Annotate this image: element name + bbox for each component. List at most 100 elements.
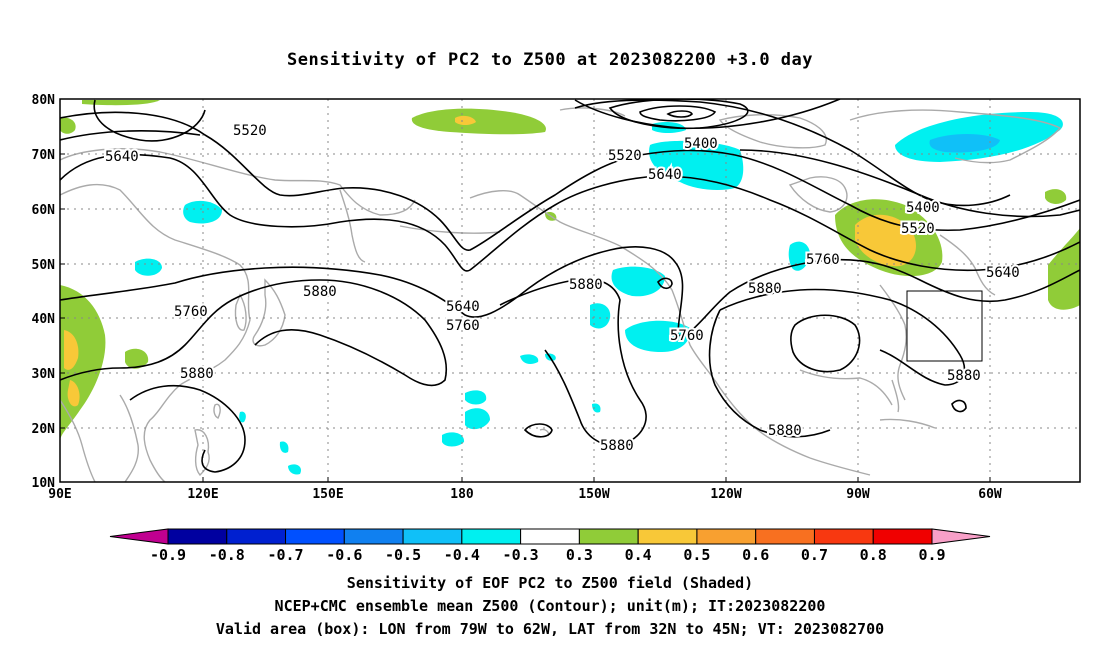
shade-positive <box>455 115 476 125</box>
colorbar-label: 0.8 <box>860 546 887 564</box>
shade-negative <box>520 354 539 364</box>
colorbar-swatch <box>461 528 522 545</box>
coastline-asia-north <box>60 148 416 216</box>
valid-area-box <box>906 290 983 362</box>
contour-label: 5880 <box>600 438 634 454</box>
shade-positive <box>855 214 916 267</box>
plot-frame <box>59 98 1081 483</box>
contour-5880-c <box>719 288 966 386</box>
colorbar-arrow-low <box>109 528 169 545</box>
shade-negative <box>611 266 665 297</box>
shade-positive <box>82 100 160 106</box>
contour-label: 5880 <box>748 281 782 297</box>
coastline-asia <box>60 183 251 482</box>
colorbar-swatch <box>872 528 933 545</box>
colorbar-label: -0.3 <box>503 546 539 564</box>
coastline-labrador <box>939 234 996 296</box>
coastline-india <box>60 399 96 482</box>
colorbar-label: -0.4 <box>444 546 480 564</box>
contour-5760 <box>60 246 1080 337</box>
contour-label: 5640 <box>986 265 1020 281</box>
colorbar-label: -0.8 <box>209 546 245 564</box>
colorbar-swatch <box>285 528 345 545</box>
colorbar-label: 0.9 <box>918 546 945 564</box>
lat-label: 10N <box>32 476 56 491</box>
contour-5880 <box>60 279 448 387</box>
caption-line-2: NCEP+CMC ensemble mean Z500 (Contour); u… <box>274 597 826 615</box>
contour-5760-loop <box>657 277 673 290</box>
colorbar-swatch <box>520 528 580 545</box>
coastline-gulf <box>799 369 893 406</box>
colorbar-arrow-high <box>931 528 991 545</box>
contour-label: 5880 <box>768 423 802 439</box>
shade-negative <box>442 432 465 447</box>
shade-positive <box>1048 228 1080 310</box>
contour-label: 5880 <box>180 366 214 382</box>
colorbar-label: -0.9 <box>150 546 186 564</box>
contour-label: 5400 <box>684 136 718 152</box>
contour-5640 <box>60 153 1080 272</box>
lon-label: 150E <box>312 487 343 502</box>
shade-negative <box>592 403 601 413</box>
colorbar-swatch <box>167 528 228 545</box>
colorbar-swatch <box>578 528 639 545</box>
coastline-na-east <box>879 284 907 401</box>
lon-label: 90W <box>846 487 870 502</box>
colorbar-label: -0.5 <box>385 546 421 564</box>
coastline-kamchatka <box>339 189 366 263</box>
contour-label: 5520 <box>901 221 935 237</box>
lat-label: 50N <box>32 258 56 273</box>
lon-label: 180 <box>450 487 474 502</box>
contour-5880-high <box>790 314 861 373</box>
coastline-indochina <box>119 394 140 482</box>
coastline-philippines <box>194 429 210 477</box>
coastline-arctic-islands <box>559 107 626 117</box>
lon-label: 150W <box>578 487 609 502</box>
coastline-japan <box>252 278 286 347</box>
caption-line-1: Sensitivity of EOF PC2 to Z500 field (Sh… <box>346 574 754 592</box>
contour-5880-low <box>708 309 831 438</box>
coastline-alaska <box>469 190 621 247</box>
shade-negative <box>465 408 490 430</box>
shade-negative <box>135 258 162 276</box>
colorbar-swatch <box>813 528 874 545</box>
contour-5880-tiny <box>523 423 553 438</box>
figure-title: Sensitivity of PC2 to Z500 at 2023082200… <box>286 50 813 70</box>
caption-line-3: Valid area (box): LON from 79W to 62W, L… <box>215 620 885 638</box>
shade-negative <box>279 441 289 453</box>
colorbar <box>109 528 991 545</box>
shade-positive <box>67 380 80 407</box>
contour-label: 5760 <box>670 328 704 344</box>
contour-label: 5640 <box>648 167 682 183</box>
contour-5520 <box>60 111 1080 251</box>
coastline-hudson <box>788 176 848 213</box>
coastline-cuba <box>879 418 936 429</box>
colorbar-labels: -0.9 -0.8 -0.7 -0.6 -0.5 -0.4 -0.3 0.3 0.4 0.5 0.6… <box>150 546 946 564</box>
colorbar-swatch <box>343 528 404 545</box>
coastlines <box>60 107 1062 482</box>
contour-label: 5640 <box>105 149 139 165</box>
lat-label: 70N <box>32 148 56 163</box>
lat-label: 30N <box>32 367 56 382</box>
lon-label: 120W <box>710 487 741 502</box>
shade-positive <box>125 348 149 369</box>
contour-label: 5880 <box>947 368 981 384</box>
contour-5400-ring <box>574 99 841 130</box>
coastline-na-west <box>619 245 811 459</box>
shade-positive <box>411 108 546 135</box>
lon-label: 60W <box>978 487 1002 502</box>
lat-label: 60N <box>32 203 56 218</box>
colorbar-swatch <box>696 528 757 545</box>
colorbar-label: -0.7 <box>267 546 303 564</box>
graticule <box>60 99 1080 482</box>
shade-negative <box>465 390 487 405</box>
tick-marks <box>60 98 991 483</box>
shade-negative <box>929 134 1000 153</box>
shade-negative <box>590 303 611 329</box>
shade-negative <box>288 464 301 475</box>
lat-label: 80N <box>32 93 56 108</box>
shade-positive <box>64 330 79 370</box>
shade-positive <box>60 117 76 134</box>
colorbar-swatch <box>402 528 463 545</box>
